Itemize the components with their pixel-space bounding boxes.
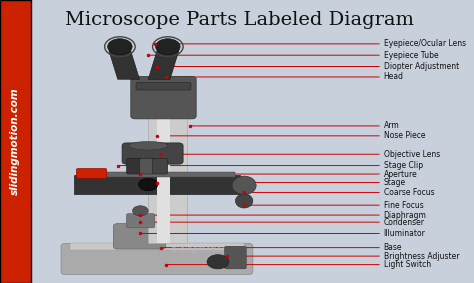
Ellipse shape xyxy=(232,176,256,195)
Text: Coarse Focus: Coarse Focus xyxy=(383,188,434,197)
FancyBboxPatch shape xyxy=(157,85,170,243)
FancyBboxPatch shape xyxy=(74,175,240,194)
Circle shape xyxy=(155,39,180,55)
Text: Light Switch: Light Switch xyxy=(383,260,431,269)
Text: Eyepiece/Ocular Lens: Eyepiece/Ocular Lens xyxy=(383,39,466,48)
Text: Fine Focus: Fine Focus xyxy=(383,201,423,210)
Text: Condenser: Condenser xyxy=(383,218,425,227)
Text: Diaphragm: Diaphragm xyxy=(383,211,427,220)
Ellipse shape xyxy=(128,142,168,150)
FancyBboxPatch shape xyxy=(79,172,236,177)
Polygon shape xyxy=(148,51,179,79)
FancyBboxPatch shape xyxy=(131,76,196,119)
FancyBboxPatch shape xyxy=(225,246,246,269)
FancyBboxPatch shape xyxy=(61,243,253,275)
Text: Aperture: Aperture xyxy=(383,170,418,179)
FancyBboxPatch shape xyxy=(127,158,142,174)
FancyBboxPatch shape xyxy=(148,85,187,243)
FancyBboxPatch shape xyxy=(76,168,107,178)
Text: Stage Clip: Stage Clip xyxy=(383,161,423,170)
Text: Microscope Parts Labeled Diagram: Microscope Parts Labeled Diagram xyxy=(65,11,414,29)
Text: slidingmotion.com: slidingmotion.com xyxy=(10,88,20,195)
Circle shape xyxy=(108,39,132,55)
Text: slidingmotion.com: slidingmotion.com xyxy=(171,245,248,254)
Text: Base: Base xyxy=(383,243,402,252)
Text: Arm: Arm xyxy=(383,121,400,130)
FancyBboxPatch shape xyxy=(136,83,191,90)
Text: Nose Piece: Nose Piece xyxy=(383,131,425,140)
Ellipse shape xyxy=(236,194,253,208)
Text: Objective Lens: Objective Lens xyxy=(383,150,440,159)
FancyBboxPatch shape xyxy=(127,214,155,228)
FancyBboxPatch shape xyxy=(0,0,30,283)
Text: Eyepiece Tube: Eyepiece Tube xyxy=(383,51,438,60)
FancyBboxPatch shape xyxy=(113,224,166,249)
Text: Head: Head xyxy=(383,72,404,82)
FancyBboxPatch shape xyxy=(122,143,183,164)
Text: Brightness Adjuster: Brightness Adjuster xyxy=(383,252,459,261)
Text: Illuminator: Illuminator xyxy=(383,229,426,238)
FancyBboxPatch shape xyxy=(139,158,155,174)
Circle shape xyxy=(138,178,158,191)
Circle shape xyxy=(133,206,148,216)
Text: Diopter Adjustment: Diopter Adjustment xyxy=(383,62,459,71)
Circle shape xyxy=(207,255,229,269)
FancyBboxPatch shape xyxy=(153,158,168,174)
FancyBboxPatch shape xyxy=(70,243,244,250)
Text: Stage: Stage xyxy=(383,178,406,187)
Polygon shape xyxy=(109,51,139,79)
